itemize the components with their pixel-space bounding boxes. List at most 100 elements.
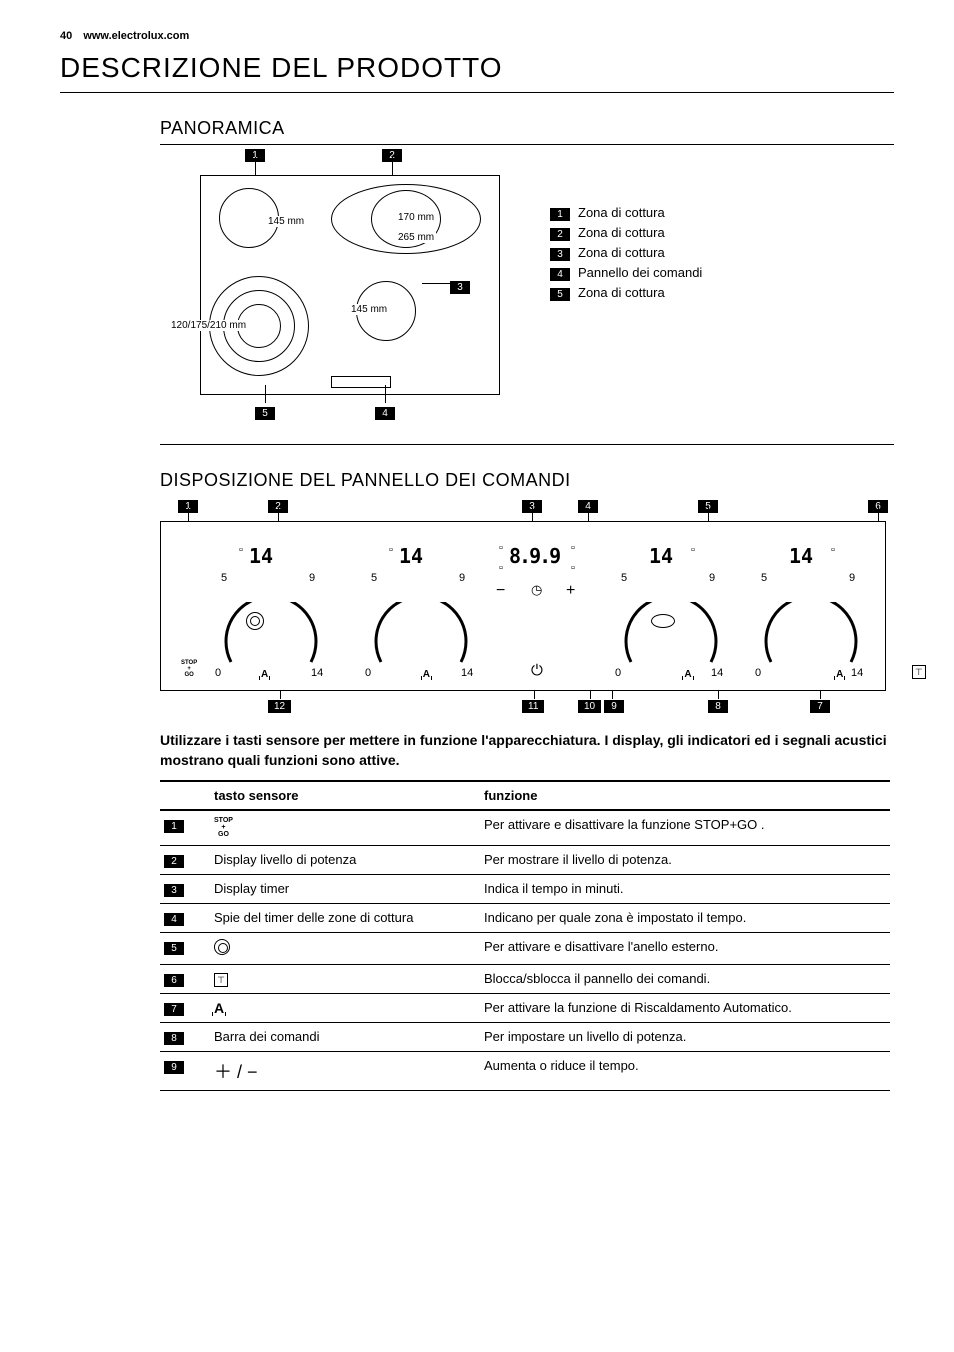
ring-icon	[214, 939, 230, 955]
control-panel-title: DISPOSIZIONE DEL PANNELLO DEI COMANDI	[160, 470, 894, 491]
dim-zone2-outer: 265 mm	[396, 232, 436, 243]
row-sensor	[210, 933, 480, 965]
auto-icon: A	[836, 669, 843, 680]
row-sensor: ⊤	[210, 965, 480, 994]
dim-zone1: 145 mm	[266, 216, 306, 227]
overview-title: PANORAMICA	[160, 118, 894, 139]
control-panel-indicator	[331, 376, 391, 388]
clock-icon: ◷	[531, 582, 542, 598]
overview-diagram: 1 2 145 mm 170 mm 265 mm 145 mm 120/175/…	[160, 145, 894, 445]
auto-icon: A	[423, 669, 430, 680]
row-number: 5	[160, 933, 210, 965]
row-function: Indicano per quale zona è impostato il t…	[480, 904, 890, 933]
row-number: 9	[160, 1052, 210, 1091]
table-row: 1STOP+GO Per attivare e disattivare la fu…	[160, 810, 890, 846]
title-rule	[60, 92, 894, 93]
dim-zone5: 120/175/210 mm	[169, 320, 248, 331]
overview-legend: 1Zona di cottura 2Zona di cottura 3Zona …	[550, 205, 702, 305]
cp-callout-9: 9	[604, 696, 624, 714]
table-header-func: funzione	[480, 781, 890, 810]
row-function: Per impostare un livello di potenza.	[480, 1023, 890, 1052]
row-function: Per attivare e disattivare l'anello este…	[480, 933, 890, 965]
timer-indicator-icon: ▫	[691, 544, 695, 556]
legend-row: 2Zona di cottura	[550, 225, 702, 241]
page-header: 40 www.electrolux.com	[60, 30, 894, 42]
row-number: 2	[160, 846, 210, 875]
plus-icon: +	[566, 582, 575, 600]
stopgo-icon: STOP+GO	[214, 817, 233, 838]
row-function: Blocca/sblocca il pannello dei comandi.	[480, 965, 890, 994]
table-row: 4Spie del timer delle zone di cotturaInd…	[160, 904, 890, 933]
page-number: 40	[60, 30, 72, 42]
timer-indicator-icon: ▫	[389, 544, 393, 556]
table-row: 5 Per attivare e disattivare l'anello est…	[160, 933, 890, 965]
timer-display: 8.9.9	[509, 544, 559, 568]
row-number: 1	[160, 810, 210, 846]
legend-row: 4Pannello dei comandi	[550, 265, 702, 281]
timer-zone-icon: ▫	[499, 562, 503, 574]
header-website: www.electrolux.com	[83, 30, 189, 42]
callout-5: 5	[255, 403, 275, 421]
row-number: 6	[160, 965, 210, 994]
legend-row: 1Zona di cottura	[550, 205, 702, 221]
row-number: 4	[160, 904, 210, 933]
table-row: 9＋ / − Aumenta o riduce il tempo.	[160, 1052, 890, 1091]
row-function: Aumenta o riduce il tempo.	[480, 1052, 890, 1091]
row-number: 3	[160, 875, 210, 904]
instruction-text: Utilizzare i tasti sensore per mettere i…	[160, 731, 894, 770]
lock-icon: ⊤	[912, 665, 926, 679]
minus-icon: −	[496, 582, 505, 600]
heat-display-2: 14	[399, 544, 423, 568]
plusminus-icon: ＋ / −	[214, 1062, 258, 1082]
auto-icon: A	[214, 1000, 224, 1016]
auto-icon: A	[261, 669, 268, 680]
heat-display-1: 14	[249, 544, 273, 568]
legend-row: 5Zona di cottura	[550, 285, 702, 301]
timer-zone-icon: ▫	[571, 562, 575, 574]
control-panel-diagram: 1 2 3 4 5 6 STOP+GO 14 ▫ 5 9 0 A 14 14 ▫…	[160, 496, 890, 716]
row-function: Indica il tempo in minuti.	[480, 875, 890, 904]
table-row: 2Display livello di potenzaPer mostrare …	[160, 846, 890, 875]
oval-ring-icon	[651, 614, 675, 628]
callout-4: 4	[375, 403, 395, 421]
table-row: 8Barra dei comandiPer impostare un livel…	[160, 1023, 890, 1052]
timer-indicator-icon: ▫	[831, 544, 835, 556]
table-row: 7A Per attivare la funzione di Riscaldame…	[160, 994, 890, 1023]
table-row: 6 ⊤ Blocca/sblocca il pannello dei comandi…	[160, 965, 890, 994]
row-sensor: Display timer	[210, 875, 480, 904]
timer-indicator-icon: ▫	[239, 544, 243, 556]
heat-display-4: 14	[789, 544, 813, 568]
row-number: 7	[160, 994, 210, 1023]
dial-3	[616, 602, 716, 662]
row-sensor: ＋ / −	[210, 1052, 480, 1091]
hob-diagram: 1 2 145 mm 170 mm 265 mm 145 mm 120/175/…	[160, 145, 510, 415]
row-function: Per attivare la funzione di Riscaldament…	[480, 994, 890, 1023]
control-panel-frame: STOP+GO 14 ▫ 5 9 0 A 14 14 ▫ 5 9 0 A 14 …	[160, 521, 886, 691]
main-title: DESCRIZIONE DEL PRODOTTO	[60, 52, 894, 84]
callout-3: 3	[450, 277, 470, 295]
table-header-sensor: tasto sensore	[210, 781, 480, 810]
dial-4	[756, 602, 856, 662]
auto-icon: A	[684, 669, 691, 680]
row-sensor: Display livello di potenza	[210, 846, 480, 875]
row-sensor: A	[210, 994, 480, 1023]
dim-zone2-inner: 170 mm	[396, 212, 436, 223]
table-header-blank	[160, 781, 210, 810]
dim-zone3: 145 mm	[349, 304, 389, 315]
table-row: 3Display timerIndica il tempo in minuti.	[160, 875, 890, 904]
timer-zone-icon: ▫	[571, 542, 575, 554]
row-sensor: Barra dei comandi	[210, 1023, 480, 1052]
row-sensor: Spie del timer delle zone di cottura	[210, 904, 480, 933]
lock-icon: ⊤	[214, 973, 228, 987]
timer-zone-icon: ▫	[499, 542, 503, 554]
row-number: 8	[160, 1023, 210, 1052]
dial-1	[216, 602, 316, 662]
row-function: Per mostrare il livello di potenza.	[480, 846, 890, 875]
legend-row: 3Zona di cottura	[550, 245, 702, 261]
row-function: Per attivare e disattivare la funzione S…	[480, 810, 890, 846]
dial-2	[366, 602, 466, 662]
power-icon: ⏻	[531, 662, 543, 679]
row-sensor: STOP+GO	[210, 810, 480, 846]
heat-display-3: 14	[649, 544, 673, 568]
stopgo-icon: STOP+GO	[181, 660, 197, 678]
